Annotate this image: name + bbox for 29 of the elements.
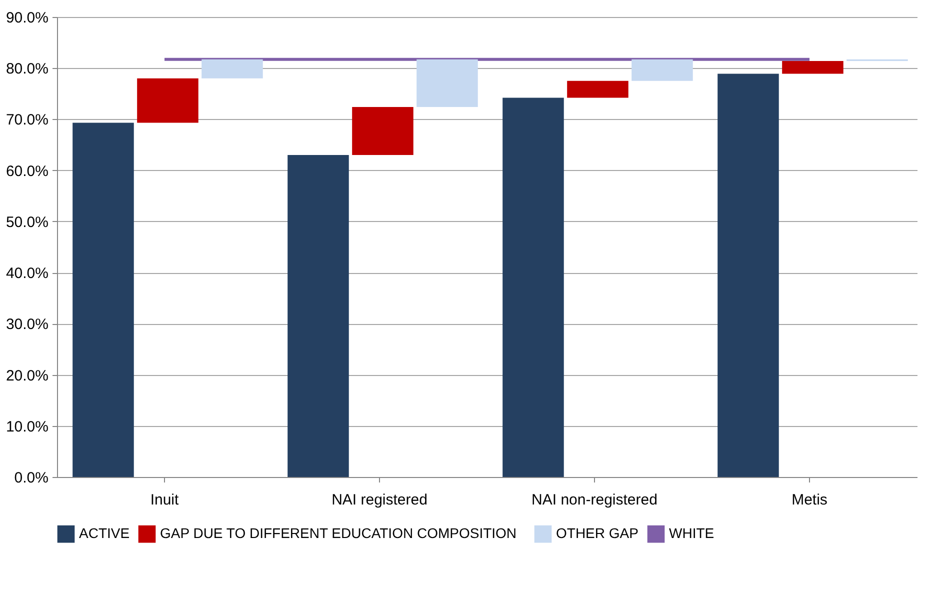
x-tick-label: NAI non-registered: [532, 492, 658, 508]
bar: [137, 78, 198, 123]
y-tick-label: 30.0%: [6, 316, 48, 334]
bar: [352, 106, 414, 155]
legend-label: GAP DUE TO DIFFERENT EDUCATION COMPOSITION: [160, 525, 517, 542]
y-tick-label: 50.0%: [6, 214, 48, 231]
bar: [416, 59, 478, 107]
bar: [567, 80, 628, 98]
y-tick-label: 20.0%: [6, 367, 48, 384]
legend-label: OTHER GAP: [556, 525, 638, 542]
y-tick-label: 60.0%: [6, 162, 48, 180]
y-tick-label: 0.0%: [14, 470, 48, 486]
bar: [202, 59, 263, 78]
bar: [718, 74, 779, 477]
y-tick-label: 90.0%: [6, 10, 48, 26]
x-tick-label: Metis: [792, 492, 828, 508]
y-tick-label: 40.0%: [6, 265, 48, 282]
bar: [288, 155, 349, 477]
legend-label: WHITE: [669, 525, 714, 542]
y-tick-label: 70.0%: [6, 112, 48, 129]
bar: [72, 122, 134, 477]
bar: [502, 98, 564, 477]
bar: [632, 59, 693, 81]
x-tick-label: NAI registered: [332, 492, 428, 508]
bar: [782, 60, 844, 74]
x-tick-label: Inuit: [150, 492, 180, 508]
y-tick-label: 10.0%: [6, 418, 48, 436]
legend-label: ACTIVE: [79, 525, 130, 542]
y-tick-label: 80.0%: [6, 60, 48, 78]
